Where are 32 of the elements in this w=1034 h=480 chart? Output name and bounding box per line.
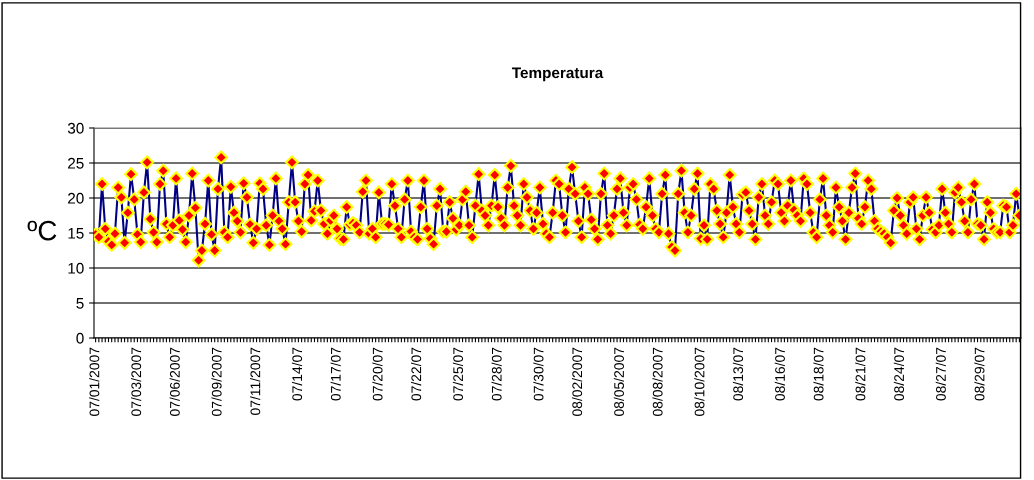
y-tick-label: 5 xyxy=(76,298,84,309)
x-tick-label: 07/25/07 xyxy=(452,347,464,401)
x-tick-label: 08/27/07 xyxy=(935,347,946,401)
y-tick-label: 30 xyxy=(67,122,84,134)
x-tick-label: 08/24/07 xyxy=(893,347,905,401)
x-tick-label: 08/18/07 xyxy=(813,347,824,401)
x-tick-label: 08/02/2007 xyxy=(571,347,583,416)
y-tick-label: 20 xyxy=(68,192,84,204)
y-tick-label: 15 xyxy=(68,228,84,239)
x-tick-label: 07/11/2007 xyxy=(250,347,261,415)
y-tick-label: 25 xyxy=(68,157,84,169)
x-tick-label: 07/14/07 xyxy=(291,347,303,401)
x-tick-label: 08/08/2007 xyxy=(652,347,663,416)
x-tick-label: 07/30/07 xyxy=(533,347,544,401)
y-axis-title: ºC xyxy=(27,220,57,241)
x-tick-label: 08/21/07 xyxy=(855,347,866,401)
y-tick-label: 0 xyxy=(76,332,84,344)
x-tick-label: 08/16/07 xyxy=(774,347,785,401)
x-tick-label: 07/22/07 xyxy=(411,347,422,401)
x-tick-label: 07/09/2007 xyxy=(211,347,222,416)
x-tick-label: 07/20/07 xyxy=(372,347,383,401)
x-tick-label: 08/05/2007 xyxy=(613,347,624,416)
x-tick-label: 07/03/2007 xyxy=(130,347,142,416)
x-tick-label: 07/28/07 xyxy=(491,347,502,401)
chart-title: Temperatura xyxy=(511,67,604,82)
x-tick-label: 08/29/07 xyxy=(974,347,985,401)
y-tick-label: 10 xyxy=(68,262,84,274)
x-tick-label: 07/17/07 xyxy=(330,347,341,401)
x-tick-label: 08/10/2007 xyxy=(694,347,705,416)
x-tick-label: 08/13/07 xyxy=(732,347,744,401)
x-tick-label: 07/06/2007 xyxy=(169,347,180,416)
x-tick-label: 07/01/2007 xyxy=(89,347,100,416)
